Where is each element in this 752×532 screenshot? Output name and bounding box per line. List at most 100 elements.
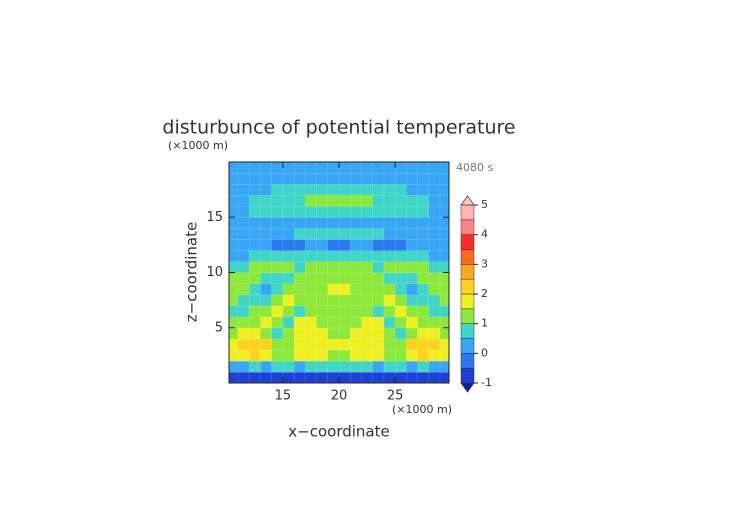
- cell: [305, 349, 318, 362]
- cell: [383, 316, 396, 329]
- cell: [316, 194, 329, 207]
- cell: [349, 272, 362, 285]
- cell: [237, 261, 250, 274]
- y-unit: (×1000 m): [168, 139, 228, 152]
- cell: [316, 261, 329, 274]
- cell: [282, 228, 295, 240]
- cell: [439, 228, 449, 240]
- cell: [282, 316, 295, 329]
- cell: [282, 272, 295, 285]
- cell: [439, 360, 449, 373]
- colorbar-bin: [460, 234, 475, 250]
- cell: [327, 272, 340, 285]
- cell: [361, 228, 374, 240]
- cell: [327, 261, 340, 274]
- cell: [428, 283, 441, 296]
- cell: [305, 371, 318, 383]
- cell: [406, 338, 419, 351]
- x-tick-label: 25: [387, 389, 404, 404]
- cell: [237, 272, 250, 285]
- cell: [248, 205, 261, 218]
- cell: [394, 162, 407, 174]
- cell: [293, 261, 306, 274]
- cell: [383, 349, 396, 362]
- cell: [271, 327, 284, 340]
- cell: [229, 205, 239, 218]
- cell: [394, 338, 407, 351]
- cell: [248, 162, 261, 174]
- cell: [316, 360, 329, 373]
- cell: [282, 172, 295, 185]
- cell: [394, 183, 407, 196]
- cell: [428, 250, 441, 262]
- cell: [316, 217, 329, 229]
- colorbar-label: 4: [481, 228, 488, 241]
- cell: [248, 305, 261, 318]
- cell: [237, 205, 250, 218]
- cell: [439, 305, 449, 318]
- cell: [316, 228, 329, 240]
- cell: [229, 228, 239, 240]
- cell: [229, 316, 239, 329]
- cell: [406, 239, 419, 251]
- cell: [305, 305, 318, 318]
- cell: [372, 205, 385, 218]
- cell: [237, 172, 250, 185]
- cell: [305, 316, 318, 329]
- cell: [237, 371, 250, 383]
- cell: [316, 183, 329, 196]
- cell: [260, 239, 273, 251]
- cell: [372, 172, 385, 185]
- cell: [349, 183, 362, 196]
- colorbar-label: 0: [481, 346, 488, 359]
- cell: [394, 327, 407, 340]
- cell: [383, 305, 396, 318]
- cell: [417, 162, 430, 174]
- cell: [338, 172, 351, 185]
- cell: [327, 194, 340, 207]
- cell: [260, 205, 273, 218]
- cell: [428, 205, 441, 218]
- cell: [361, 250, 374, 262]
- cell: [428, 228, 441, 240]
- cell: [349, 338, 362, 351]
- cell: [305, 250, 318, 262]
- cell: [260, 250, 273, 262]
- cell: [417, 305, 430, 318]
- cell: [260, 316, 273, 329]
- colorbar-bin: [460, 308, 475, 324]
- cell: [439, 316, 449, 329]
- cell: [428, 217, 441, 229]
- cell: [305, 205, 318, 218]
- colorbar-bin: [460, 293, 475, 310]
- cell: [394, 283, 407, 296]
- cell: [305, 327, 318, 340]
- cell: [271, 349, 284, 362]
- cell: [237, 316, 250, 329]
- cell: [293, 205, 306, 218]
- cell: [383, 272, 396, 285]
- cell: [316, 371, 329, 383]
- cell: [338, 360, 351, 373]
- cell: [428, 261, 441, 274]
- cell: [229, 338, 239, 351]
- cell: [361, 172, 374, 185]
- colorbar-label: -1: [481, 376, 492, 389]
- cell: [237, 228, 250, 240]
- cell: [293, 338, 306, 351]
- cell: [439, 162, 449, 174]
- cell: [439, 172, 449, 185]
- cell: [372, 261, 385, 274]
- cell: [293, 294, 306, 307]
- cell: [248, 316, 261, 329]
- cell: [372, 294, 385, 307]
- cell: [361, 217, 374, 229]
- cell: [327, 283, 340, 296]
- colorbar-bin: [460, 323, 475, 339]
- cell: [271, 205, 284, 218]
- cell: [305, 283, 318, 296]
- cell: [327, 371, 340, 383]
- cell: [237, 338, 250, 351]
- cell: [260, 172, 273, 185]
- colorbar-bin: [460, 264, 475, 280]
